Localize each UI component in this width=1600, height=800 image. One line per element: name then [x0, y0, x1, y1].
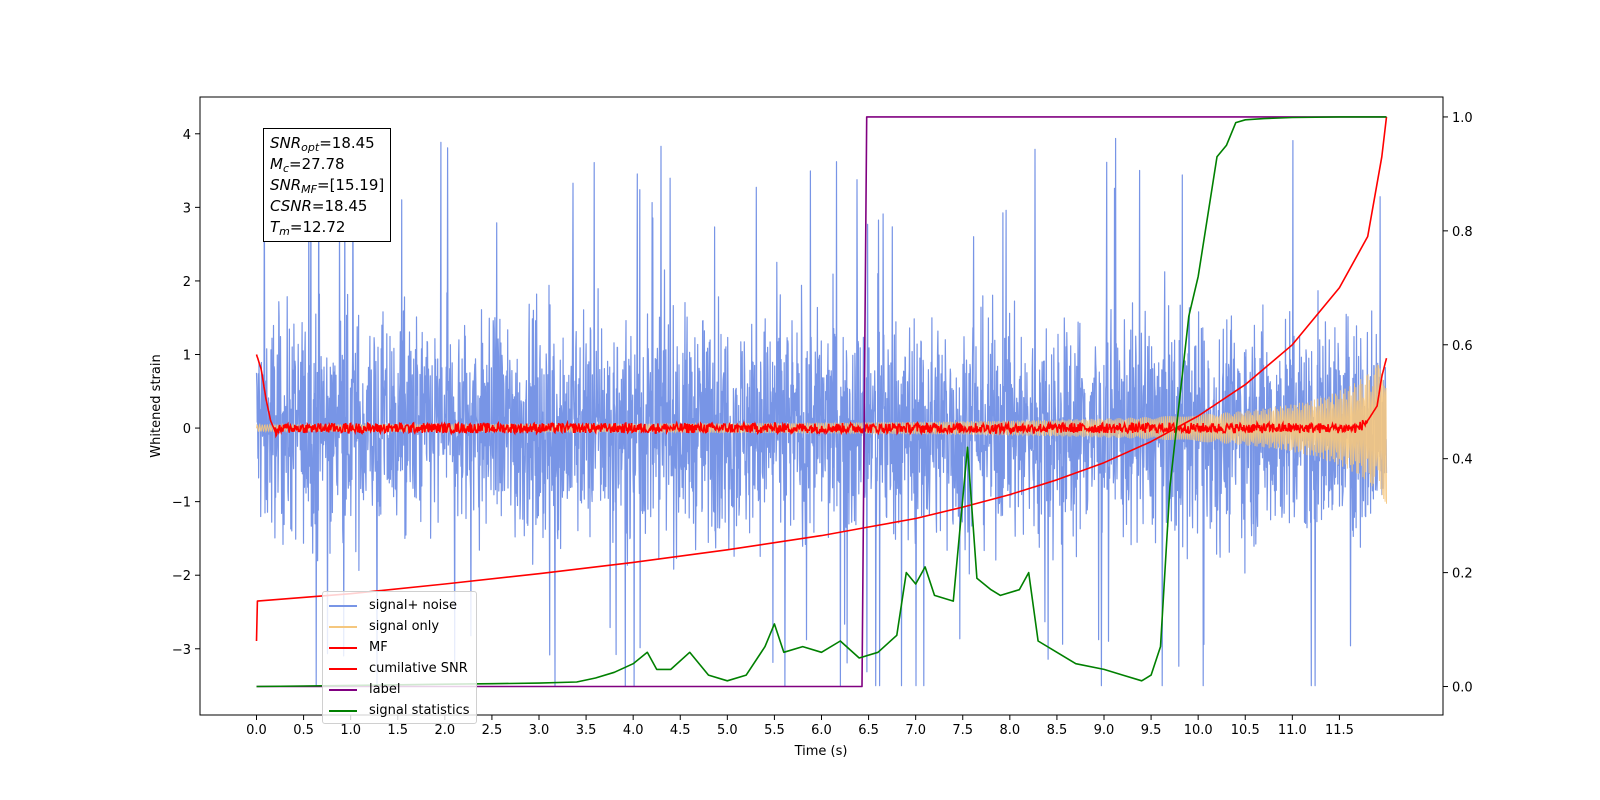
x-tick-label: 4.5 — [670, 723, 691, 738]
y-left-tick-label: −3 — [172, 643, 191, 658]
x-tick-label: 3.0 — [529, 723, 550, 738]
x-tick-label: 9.5 — [1141, 723, 1162, 738]
x-tick-label: 2.5 — [482, 723, 503, 738]
legend-swatch — [329, 689, 357, 691]
legend-label: cumilative SNR — [369, 661, 468, 676]
csnr-value: 18.45 — [325, 197, 368, 215]
legend: signal+ noise signal only MF cumilative … — [322, 591, 477, 724]
x-tick-label: 8.0 — [999, 723, 1020, 738]
x-tick-label: 7.0 — [905, 723, 926, 738]
x-tick-label: 11.0 — [1278, 723, 1307, 738]
x-tick-label: 4.0 — [623, 723, 644, 738]
x-tick-label: 6.0 — [811, 723, 832, 738]
x-tick-label: 1.5 — [387, 723, 408, 738]
legend-label: MF — [369, 640, 388, 655]
y-left-tick-label: 2 — [183, 275, 191, 290]
mc-value: 27.78 — [302, 155, 345, 173]
x-tick-label: 6.5 — [858, 723, 879, 738]
legend-entry-cumulative-snr: cumilative SNR — [329, 658, 470, 679]
legend-label: signal+ noise — [369, 598, 457, 613]
x-tick-label: 5.5 — [764, 723, 785, 738]
legend-entry-mf: MF — [329, 637, 470, 658]
x-tick-label: 7.5 — [952, 723, 973, 738]
x-tick-label: 1.0 — [340, 723, 361, 738]
y-left-tick-label: −1 — [172, 496, 191, 511]
x-tick-label: 9.0 — [1094, 723, 1115, 738]
legend-swatch — [329, 710, 357, 712]
snr-mf-value: [15.19] — [330, 176, 385, 194]
y-right-tick-label: 0.4 — [1452, 453, 1473, 468]
tm-line: Tm=12.72 — [270, 217, 384, 238]
y-left-tick-label: −2 — [172, 569, 191, 584]
legend-entry-signal-statistics: signal statistics — [329, 700, 470, 721]
y-left-tick-label: 1 — [183, 349, 191, 364]
y-right-tick-label: 1.0 — [1452, 111, 1473, 126]
y-axis-left-label: Whitened strain — [149, 354, 164, 457]
snr-info-box: SNRopt=18.45 Mc=27.78 SNRMF=[15.19] CSNR… — [263, 128, 391, 242]
legend-label: label — [369, 682, 400, 697]
x-tick-label: 0.0 — [246, 723, 267, 738]
y-right-tick-label: 0.2 — [1452, 567, 1473, 582]
snr-opt-line: SNRopt=18.45 — [270, 133, 384, 154]
y-left-tick-label: 3 — [183, 201, 191, 216]
x-tick-label: 8.5 — [1047, 723, 1068, 738]
y-left-tick-label: 0 — [183, 422, 191, 437]
x-tick-label: 11.5 — [1325, 723, 1354, 738]
legend-label: signal statistics — [369, 703, 470, 718]
x-tick-label: 10.0 — [1184, 723, 1213, 738]
legend-entry-signal-only: signal only — [329, 616, 470, 637]
snr-opt-value: 18.45 — [332, 134, 375, 152]
legend-entry-signal-noise: signal+ noise — [329, 595, 470, 616]
x-tick-label: 2.0 — [434, 723, 455, 738]
csnr-line: CSNR=18.45 — [270, 196, 384, 217]
legend-swatch — [329, 605, 357, 607]
tm-value: 12.72 — [302, 218, 345, 236]
y-right-tick-label: 0.8 — [1452, 225, 1473, 240]
y-right-tick-label: 0.0 — [1452, 681, 1473, 696]
x-tick-label: 3.5 — [576, 723, 597, 738]
y-left-tick-label: 4 — [183, 128, 191, 143]
snr-mf-line: SNRMF=[15.19] — [270, 175, 384, 196]
legend-swatch — [329, 626, 357, 628]
mc-line: Mc=27.78 — [270, 154, 384, 175]
y-right-tick-label: 0.6 — [1452, 339, 1473, 354]
x-tick-label: 0.5 — [293, 723, 314, 738]
legend-swatch — [329, 668, 357, 670]
x-axis-label: Time (s) — [794, 744, 848, 759]
legend-label: signal only — [369, 619, 439, 634]
legend-swatch — [329, 647, 357, 649]
y-axis-right: 0.0 0.2 0.4 0.6 0.8 1.0 — [1443, 111, 1473, 696]
x-tick-label: 5.0 — [717, 723, 738, 738]
legend-entry-label: label — [329, 679, 470, 700]
x-tick-label: 10.5 — [1231, 723, 1260, 738]
y-axis-left: −3 −2 −1 0 1 2 3 4 — [172, 128, 200, 658]
